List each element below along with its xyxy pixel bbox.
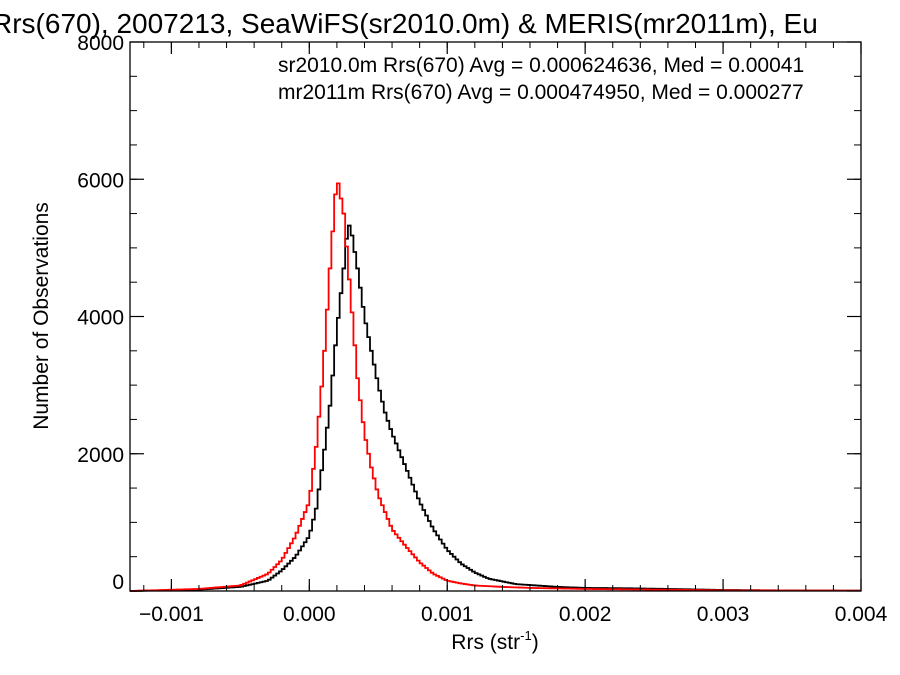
stat-label-mr2011: mr2011m Rrs(670) Avg = 0.000474950, Med …	[278, 81, 804, 104]
x-tick-label: 0.004	[835, 603, 888, 626]
stat-label-sr2010: sr2010.0m Rrs(670) Avg = 0.000624636, Me…	[278, 54, 804, 77]
y-axis-label: Number of Observations	[30, 202, 53, 430]
x-axis-label: Rrs (str-1)	[451, 628, 538, 654]
y-axis: 0 2000 4000 6000 8000	[77, 32, 861, 594]
x-axis-label-superscript: -1	[520, 628, 532, 643]
series-mr2011-line	[130, 182, 861, 592]
y-tick-label: 0	[112, 571, 124, 594]
chart-title: Rrs(670), 2007213, SeaWiFS(sr2010.0m) & …	[0, 8, 818, 39]
x-axis-label-end: )	[532, 631, 539, 654]
y-tick-label: 2000	[77, 444, 124, 467]
x-tick-label: 0.001	[421, 603, 474, 626]
y-tick-label: 8000	[77, 32, 124, 55]
y-tick-label: 4000	[77, 307, 124, 330]
series-layer	[130, 182, 861, 592]
x-tick-label: 0.000	[283, 603, 336, 626]
x-axis-label-main: Rrs (str	[451, 631, 520, 654]
x-tick-label: 0.003	[697, 603, 750, 626]
x-tick-label: −0.001	[139, 603, 204, 626]
x-axis: −0.001 0.000 0.001 0.002 0.003 0.004	[139, 42, 888, 626]
series-sr2010-line	[130, 224, 861, 592]
plot-frame	[129, 41, 862, 592]
x-tick-label: 0.002	[559, 603, 612, 626]
y-tick-label: 6000	[77, 169, 124, 192]
